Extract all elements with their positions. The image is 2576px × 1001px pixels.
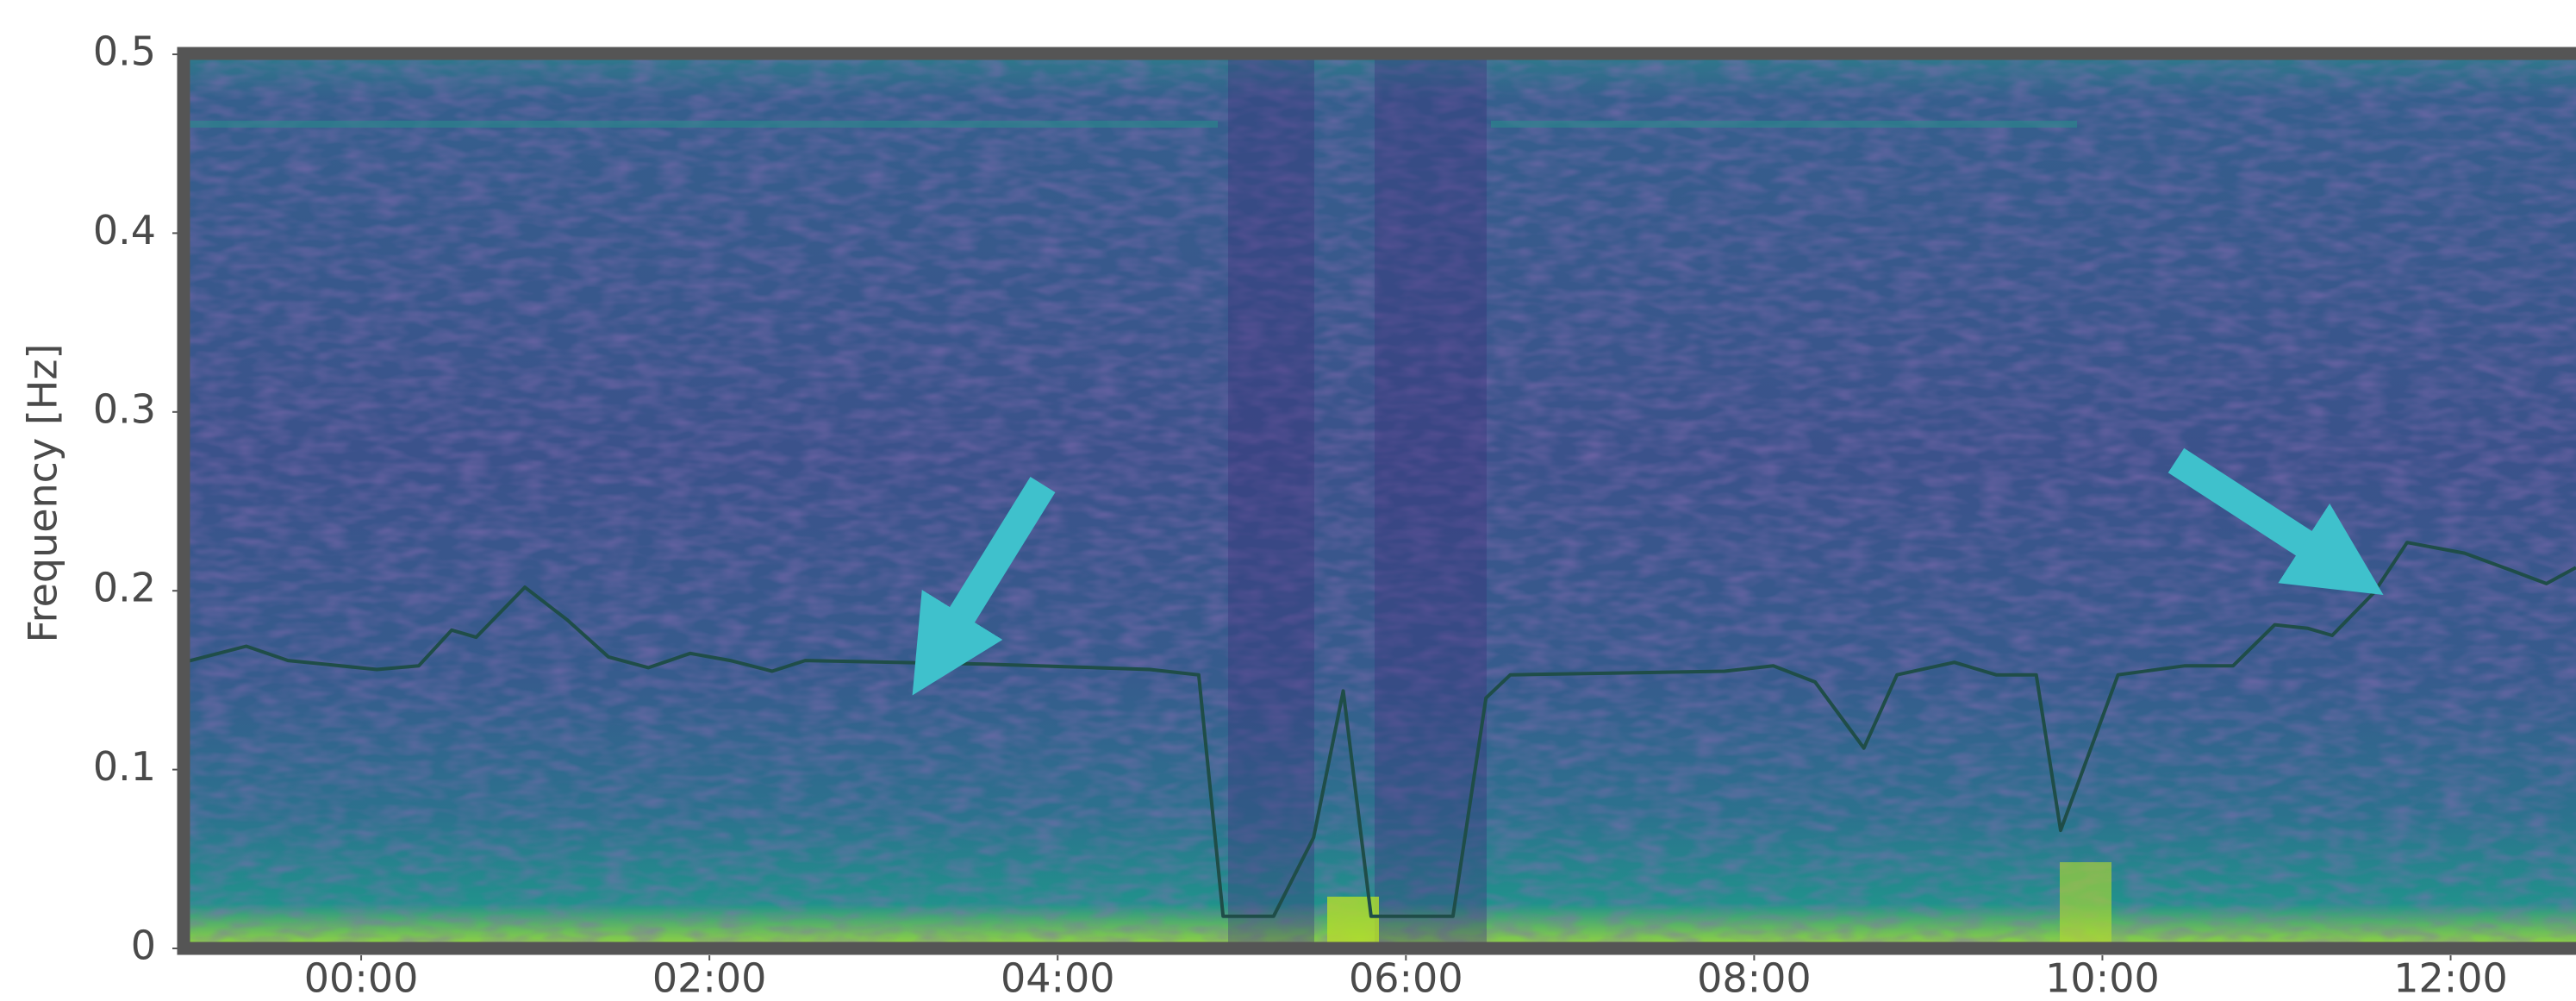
x-tick-label: 06:00 <box>1349 955 1463 1001</box>
y-tick-label: 0 <box>131 923 156 969</box>
y-tick-label: 0.1 <box>93 743 156 790</box>
x-tick-label: 02:00 <box>652 955 767 1001</box>
x-tick-label: 10:00 <box>2045 955 2160 1001</box>
x-tick-label: 12:00 <box>2393 955 2508 1001</box>
y-tick-label: 0.3 <box>93 385 156 432</box>
y-tick-label: 0.2 <box>93 565 156 611</box>
x-tick-label: 00:00 <box>304 955 419 1001</box>
spectrogram-band <box>1228 54 1314 948</box>
spectrogram-band <box>184 121 1218 128</box>
spectrogram-band <box>2060 862 2111 948</box>
x-tick-label: 04:00 <box>1001 955 1115 1001</box>
y-tick-label: 0.5 <box>93 28 156 75</box>
chart: Frequency [Hz] 0 0.1 0.2 0.3 0.4 0.5 00:00 02:0… <box>0 0 2576 1001</box>
y-axis-title: Frequency [Hz] <box>20 344 66 643</box>
x-tick-label: 08:00 <box>1697 955 1812 1001</box>
y-tick-label: 0.4 <box>93 207 156 253</box>
spectrogram-band <box>1491 121 2077 128</box>
